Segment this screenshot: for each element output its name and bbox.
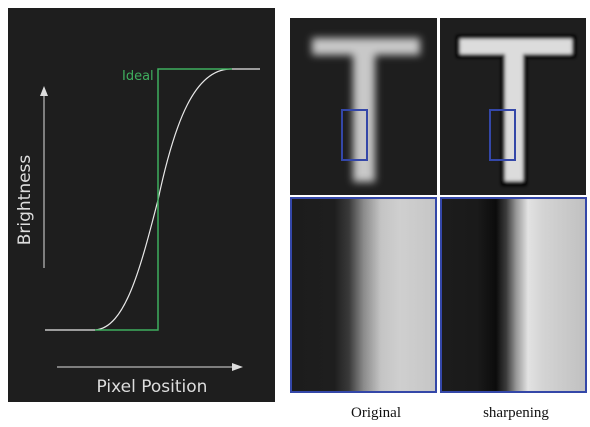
zoom-image: [291, 198, 436, 392]
zoom-image: [441, 198, 586, 392]
panel: [8, 8, 275, 402]
caption: Original: [351, 405, 401, 421]
y-axis-label: Brightness: [15, 155, 35, 246]
x-axis-label: Pixel Position: [97, 377, 208, 397]
curve-label: Ideal: [122, 69, 154, 84]
figure: Ideal Brightness Pixel Position Original…: [0, 0, 590, 427]
caption: sharpening: [483, 405, 549, 421]
